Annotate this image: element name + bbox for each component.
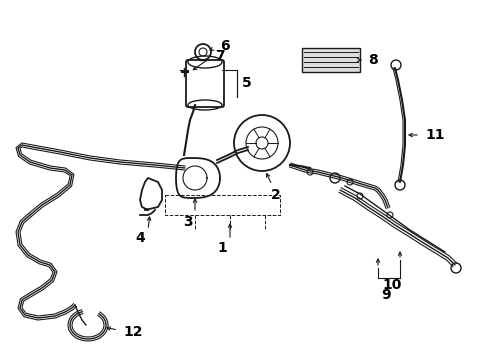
Text: 11: 11 [425, 128, 444, 142]
Text: 4: 4 [135, 231, 145, 245]
Text: 10: 10 [382, 278, 401, 292]
Text: 9: 9 [381, 288, 391, 302]
Text: 8: 8 [368, 53, 378, 67]
Text: 12: 12 [123, 325, 143, 339]
Text: 6: 6 [220, 39, 230, 53]
Text: 5: 5 [242, 76, 252, 90]
Text: 1: 1 [217, 241, 227, 255]
Text: 7: 7 [215, 49, 224, 63]
Text: 3: 3 [183, 215, 193, 229]
FancyBboxPatch shape [302, 48, 360, 72]
Text: 2: 2 [271, 188, 281, 202]
